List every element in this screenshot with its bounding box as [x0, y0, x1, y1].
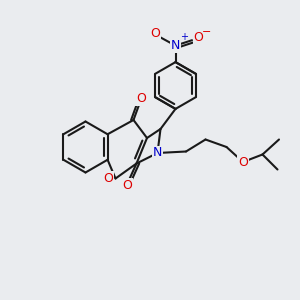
- Text: −: −: [202, 27, 211, 37]
- Text: N: N: [153, 146, 162, 160]
- Text: N: N: [171, 39, 180, 52]
- Text: O: O: [194, 31, 203, 44]
- Text: O: O: [238, 155, 248, 169]
- Text: O: O: [103, 172, 113, 185]
- Text: O: O: [136, 92, 146, 106]
- Text: +: +: [180, 32, 188, 42]
- Text: O: O: [123, 179, 132, 192]
- Text: O: O: [151, 27, 160, 40]
